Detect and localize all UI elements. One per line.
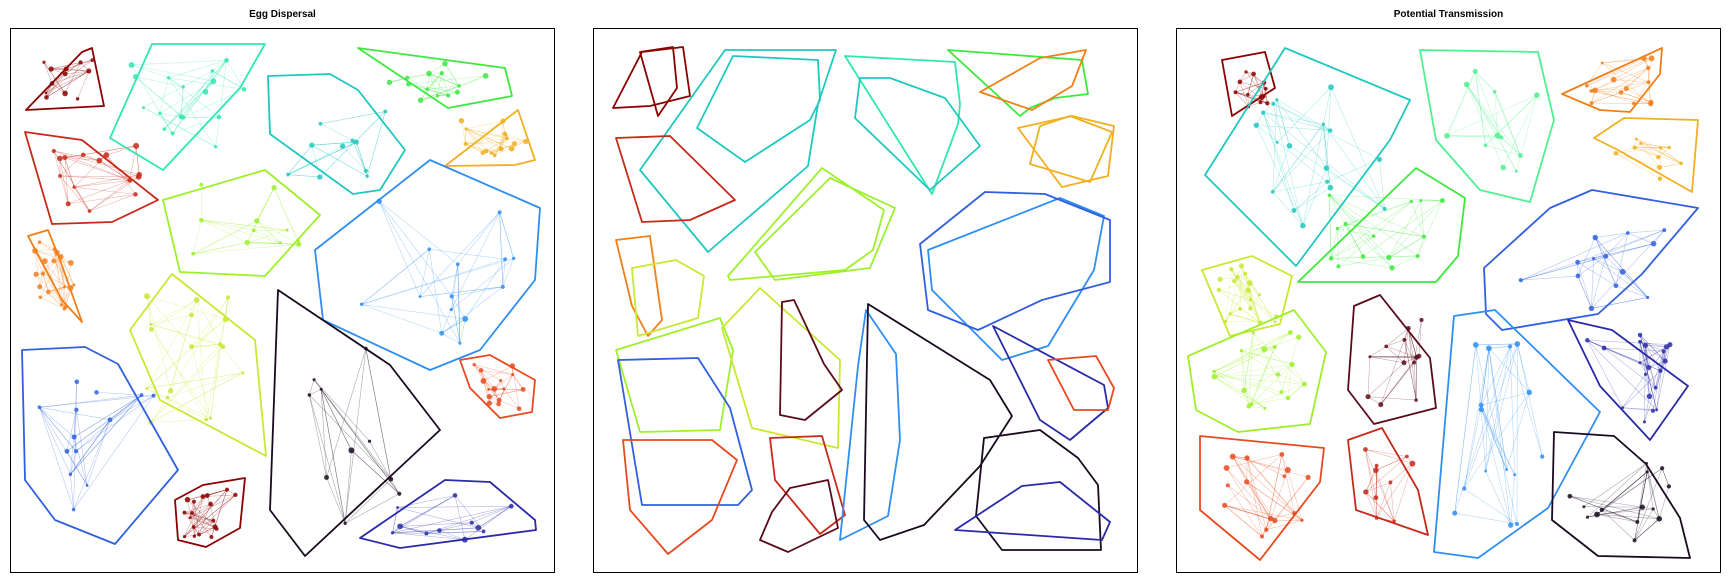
- transmission-cluster-10-hull: [1347, 294, 1437, 425]
- egg-cluster-9-network: [359, 198, 516, 345]
- transmission-cluster-15-hull: [1551, 431, 1691, 559]
- transmission-cluster-12-hull: [1347, 427, 1429, 536]
- panel-egg-dispersal: [10, 28, 555, 573]
- panel-title-potential-transmission: Potential Transmission: [1393, 9, 1504, 20]
- egg-cluster-2-network: [51, 142, 142, 213]
- overlap-outline-4: [696, 55, 821, 163]
- transmission-cluster-13-network: [1452, 341, 1545, 528]
- overlap-outline-30: [954, 481, 1111, 541]
- transmission-cluster-9-network: [1211, 330, 1307, 410]
- overlap-outline-6: [854, 77, 981, 191]
- egg-cluster-4-hull: [267, 73, 406, 195]
- transmission-cluster-10-network: [1365, 317, 1424, 408]
- transmission-cluster-7-network: [1216, 263, 1279, 326]
- egg-cluster-8-network: [191, 182, 302, 256]
- egg-cluster-11-network: [307, 346, 402, 526]
- egg-cluster-2-hull: [24, 131, 159, 225]
- panel-overlap: [593, 28, 1138, 573]
- overlap-outline-15: [754, 177, 896, 281]
- overlap-outline-18: [779, 299, 843, 421]
- transmission-cluster-2-hull: [1204, 47, 1411, 267]
- transmission-cluster-13-hull: [1433, 309, 1601, 559]
- egg-cluster-3-hull: [109, 43, 266, 171]
- transmission-cluster-15-network: [1567, 461, 1672, 543]
- transmission-cluster-4-hull: [1561, 47, 1663, 113]
- overlap-outline-1: [612, 46, 691, 109]
- transmission-cluster-3-hull: [1419, 49, 1555, 203]
- overlap-outline-10: [1029, 115, 1113, 183]
- transmission-cluster-6-network: [1327, 193, 1445, 271]
- overlap-outline-19: [617, 357, 753, 506]
- transmission-cluster-8-hull: [1483, 189, 1699, 331]
- overlap-outline-28: [1047, 355, 1115, 411]
- egg-cluster-6-hull: [444, 109, 536, 167]
- overlap-outline-5: [844, 55, 961, 195]
- transmission-cluster-8-network: [1518, 228, 1667, 312]
- egg-cluster-1-hull: [25, 47, 105, 111]
- transmission-cluster-5-hull: [1593, 117, 1699, 193]
- egg-cluster-9-hull: [314, 159, 541, 371]
- overlap-outline-11: [615, 135, 736, 223]
- egg-cluster-11-hull: [269, 289, 441, 557]
- overlap-outline-22: [759, 479, 839, 553]
- overlap-outline-25: [839, 309, 901, 541]
- transmission-cluster-7-hull: [1201, 255, 1293, 337]
- overlap-outline-13: [631, 259, 705, 337]
- transmission-cluster-11-hull: [1199, 435, 1325, 561]
- panel-title-egg-dispersal: Egg Dispersal: [249, 9, 316, 20]
- overlap-outline-17: [721, 287, 841, 449]
- transmission-cluster-1-hull: [1221, 51, 1276, 117]
- overlap-outline-20: [622, 439, 738, 555]
- transmission-cluster-6-hull: [1297, 167, 1466, 283]
- overlap-outline-8: [979, 49, 1087, 111]
- overlap-outline-14: [727, 167, 885, 281]
- transmission-cluster-12-network: [1363, 447, 1416, 524]
- transmission-cluster-14-hull: [1567, 319, 1689, 441]
- transmission-cluster-5-network: [1613, 137, 1683, 182]
- overlap-outline-16: [615, 317, 734, 433]
- egg-cluster-14-network: [182, 487, 238, 539]
- egg-cluster-7-network: [32, 240, 76, 311]
- overlap-outline-27: [992, 325, 1109, 441]
- egg-cluster-5-network: [386, 60, 489, 103]
- overlap-outline-29: [975, 429, 1102, 551]
- overlap-outline-12: [615, 235, 663, 337]
- overlap-outline-23: [927, 197, 1105, 361]
- egg-cluster-10-network: [143, 293, 245, 425]
- transmission-cluster-2-network: [1253, 84, 1387, 229]
- egg-cluster-10-hull: [129, 273, 267, 457]
- egg-cluster-7-hull: [27, 229, 83, 323]
- transmission-cluster-3-network: [1444, 68, 1540, 173]
- egg-cluster-15-hull: [359, 479, 537, 549]
- egg-cluster-8-hull: [162, 169, 321, 277]
- egg-cluster-3-network: [128, 57, 247, 149]
- egg-cluster-1-network: [42, 58, 95, 101]
- egg-cluster-5-hull: [357, 47, 513, 109]
- egg-cluster-4-network: [286, 109, 388, 180]
- egg-cluster-14-hull: [174, 477, 246, 548]
- egg-cluster-6-network: [458, 117, 529, 158]
- egg-cluster-12-network: [37, 379, 156, 512]
- egg-cluster-15-network: [390, 493, 514, 543]
- overlap-outline-2: [639, 46, 678, 117]
- panel-potential-transmission: [1176, 28, 1721, 573]
- overlap-outline-26: [863, 303, 1013, 541]
- transmission-cluster-4-network: [1585, 55, 1655, 107]
- egg-cluster-13-hull: [459, 354, 536, 419]
- overlap-outline-21: [769, 435, 846, 535]
- transmission-cluster-11-network: [1222, 452, 1311, 539]
- egg-cluster-12-hull: [21, 346, 179, 545]
- overlap-outline-24: [919, 191, 1111, 331]
- egg-cluster-13-network: [472, 362, 526, 411]
- transmission-cluster-9-hull: [1187, 309, 1327, 433]
